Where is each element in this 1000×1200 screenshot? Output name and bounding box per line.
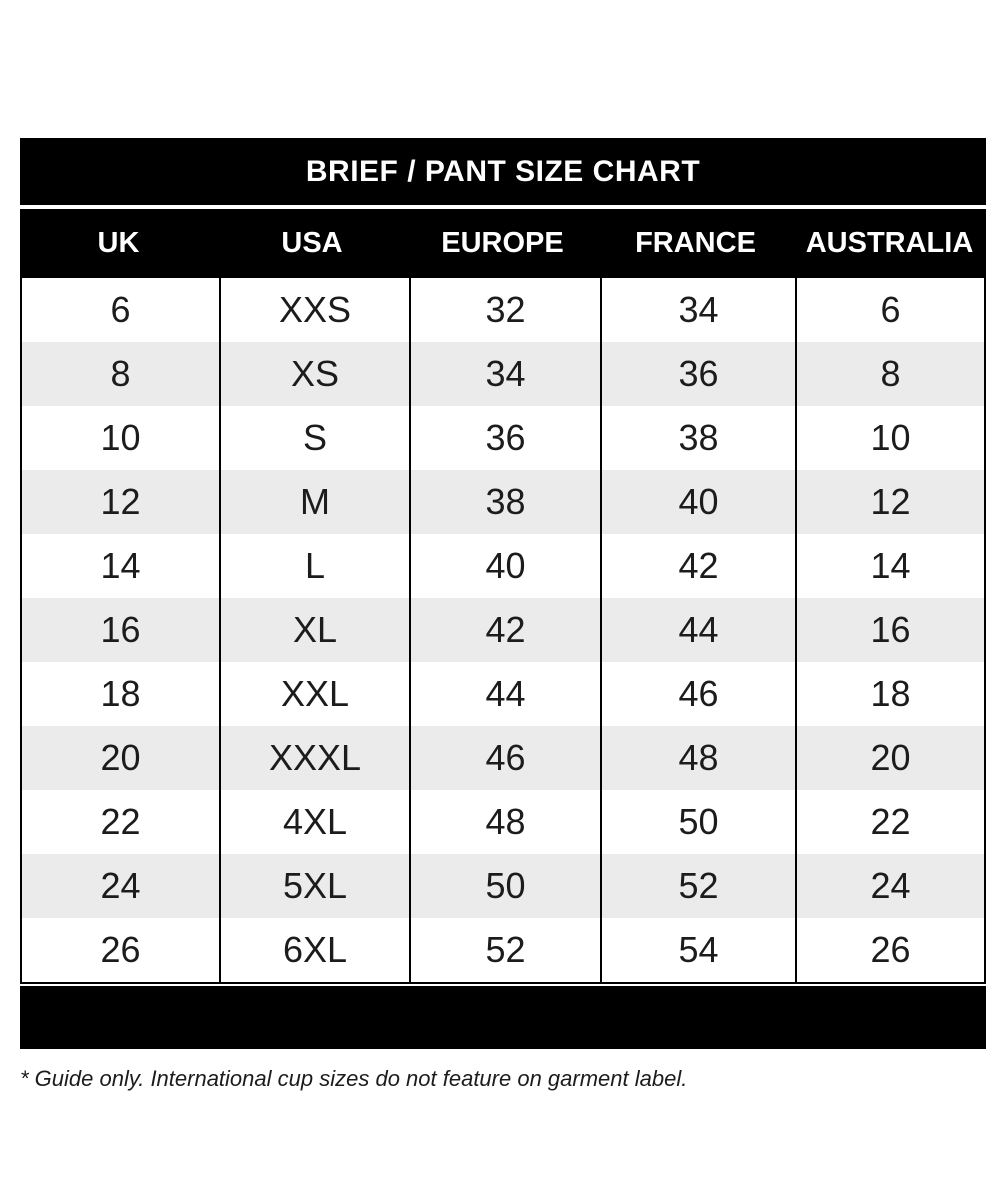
size-cell: 54 <box>600 918 795 982</box>
size-cell: 6 <box>795 278 984 342</box>
column-header: USA <box>281 227 343 259</box>
table-row: 10 S 36 38 10 <box>22 406 984 470</box>
size-cell: 10 <box>100 417 141 458</box>
size-cell: 26 <box>795 918 984 982</box>
footnote: * Guide only. International cup sizes do… <box>20 1066 688 1091</box>
size-cell: 14 <box>795 534 984 598</box>
size-cell: 52 <box>409 918 600 982</box>
column-header: AUSTRALIA <box>805 227 974 259</box>
size-cell: 48 <box>600 726 795 790</box>
size-cell: 46 <box>600 662 795 726</box>
chart-title-bar: BRIEF / PANT SIZE CHART <box>20 138 986 209</box>
size-cell: 8 <box>795 342 984 406</box>
size-cell: 50 <box>600 790 795 854</box>
size-cell: 38 <box>600 406 795 470</box>
chart-title: BRIEF / PANT SIZE CHART <box>305 154 701 188</box>
table-row: 18 XXL 44 46 18 <box>22 662 984 726</box>
size-cell: XS <box>219 342 409 406</box>
size-cell: 24 <box>795 854 984 918</box>
table-row: 16 XL 42 44 16 <box>22 598 984 662</box>
size-cell: 44 <box>600 598 795 662</box>
size-cell: XXXL <box>219 726 409 790</box>
size-cell: 18 <box>100 673 141 714</box>
size-cell: 12 <box>795 470 984 534</box>
size-cell: 34 <box>600 278 795 342</box>
size-cell: 8 <box>110 353 131 394</box>
chart-header-row: UK USA EUROPE FRANCE AUSTRALIA <box>20 209 986 278</box>
size-cell: 34 <box>409 342 600 406</box>
chart-body: 6 XXS 32 34 6 8 XS 34 36 8 10 S 36 38 10 12 M 38 40 12 14 L 40… <box>20 278 986 984</box>
size-cell: 36 <box>409 406 600 470</box>
table-row: 22 4XL 48 50 22 <box>22 790 984 854</box>
size-cell: 32 <box>409 278 600 342</box>
size-cell: 6 <box>110 289 131 330</box>
size-cell: 4XL <box>219 790 409 854</box>
chart-footer-bar <box>20 986 986 1049</box>
size-cell: 42 <box>409 598 600 662</box>
size-cell: 12 <box>100 481 141 522</box>
size-cell: 24 <box>100 865 141 906</box>
table-row: 14 L 40 42 14 <box>22 534 984 598</box>
table-row: 12 M 38 40 12 <box>22 470 984 534</box>
column-header: EUROPE <box>441 227 564 259</box>
size-cell: S <box>219 406 409 470</box>
size-cell: XXS <box>219 278 409 342</box>
size-cell: 40 <box>409 534 600 598</box>
size-cell: 16 <box>795 598 984 662</box>
size-cell: 14 <box>100 545 141 586</box>
size-cell: 40 <box>600 470 795 534</box>
size-cell: 52 <box>600 854 795 918</box>
size-cell: XXL <box>219 662 409 726</box>
size-cell: 5XL <box>219 854 409 918</box>
table-row: 6 XXS 32 34 6 <box>22 278 984 342</box>
column-header: UK <box>97 227 140 259</box>
size-cell: 44 <box>409 662 600 726</box>
size-cell: 20 <box>100 737 141 778</box>
size-cell: L <box>219 534 409 598</box>
table-row: 26 6XL 52 54 26 <box>22 918 984 982</box>
size-cell: 20 <box>795 726 984 790</box>
size-cell: 46 <box>409 726 600 790</box>
size-cell: 26 <box>100 929 141 970</box>
size-cell: 36 <box>600 342 795 406</box>
size-cell: 10 <box>795 406 984 470</box>
size-cell: 18 <box>795 662 984 726</box>
size-cell: 6XL <box>219 918 409 982</box>
size-cell: 48 <box>409 790 600 854</box>
table-row: 8 XS 34 36 8 <box>22 342 984 406</box>
size-cell: 50 <box>409 854 600 918</box>
size-cell: 38 <box>409 470 600 534</box>
size-cell: 22 <box>795 790 984 854</box>
table-row: 20 XXXL 46 48 20 <box>22 726 984 790</box>
size-cell: 22 <box>100 801 141 842</box>
size-cell: 16 <box>100 609 141 650</box>
size-cell: XL <box>219 598 409 662</box>
column-header: FRANCE <box>635 227 756 259</box>
size-cell: 42 <box>600 534 795 598</box>
table-row: 24 5XL 50 52 24 <box>22 854 984 918</box>
size-chart: BRIEF / PANT SIZE CHART UK USA EUROPE FRANC… <box>20 138 986 1049</box>
size-cell: M <box>219 470 409 534</box>
